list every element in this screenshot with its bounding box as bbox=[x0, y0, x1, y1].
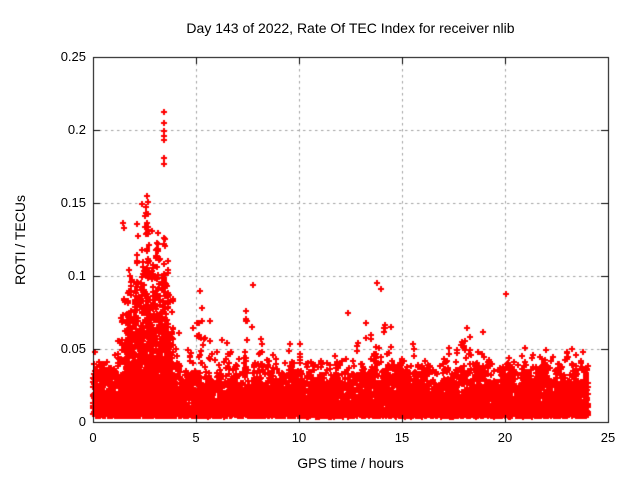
x-tick-label-0: 0 bbox=[89, 430, 97, 445]
y-tick-label-0.15: 0.15 bbox=[60, 195, 86, 210]
y-tick-label-0.1: 0.1 bbox=[67, 268, 86, 283]
x-tick-label-25: 25 bbox=[600, 430, 616, 445]
x-tick-label-20: 20 bbox=[497, 430, 513, 445]
x-axis-label: GPS time / hours bbox=[297, 455, 404, 471]
y-axis-label: ROTI / TECUs bbox=[12, 195, 28, 285]
x-tick-label-15: 15 bbox=[394, 430, 410, 445]
y-tick-label-0: 0 bbox=[78, 414, 86, 429]
y-tick-label-0.05: 0.05 bbox=[60, 341, 86, 356]
x-tick-label-10: 10 bbox=[291, 430, 307, 445]
x-tick-label-5: 5 bbox=[192, 430, 200, 445]
chart-title: Day 143 of 2022, Rate Of TEC Index for r… bbox=[186, 20, 515, 36]
y-tick-label-0.2: 0.2 bbox=[67, 122, 86, 137]
y-tick-label-0.25: 0.25 bbox=[60, 49, 86, 64]
